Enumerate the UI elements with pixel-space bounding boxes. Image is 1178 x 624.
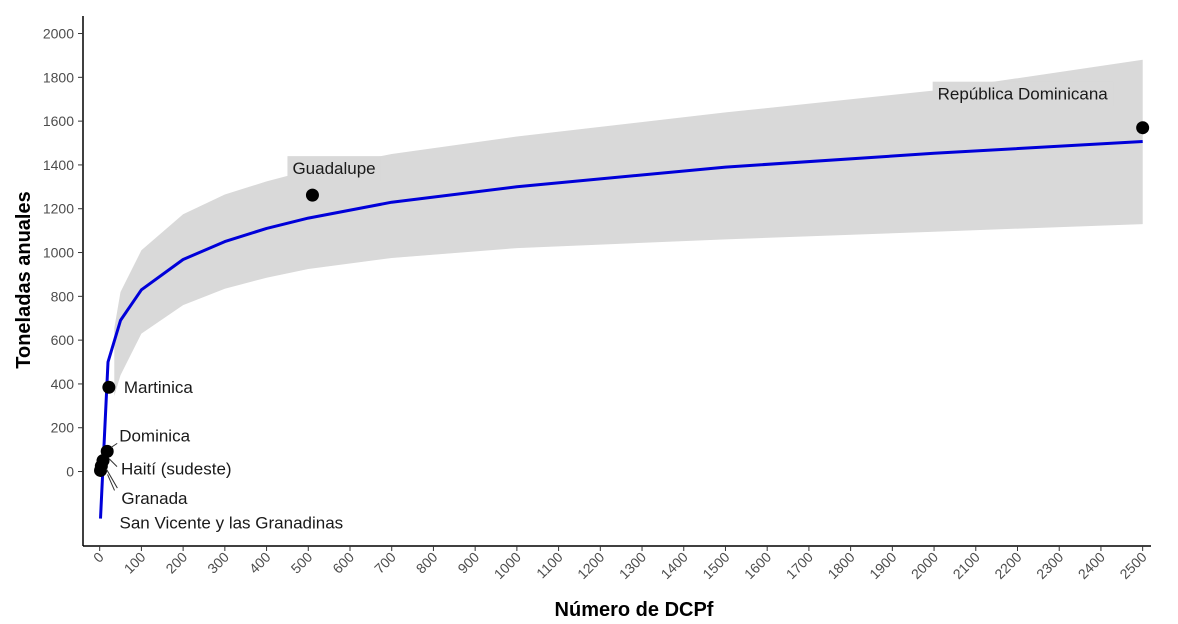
confidence-band-layer <box>114 59 1143 397</box>
y-tick-label: 600 <box>51 332 75 348</box>
y-tick-label: 200 <box>51 420 75 436</box>
fit-line <box>99 140 1143 519</box>
x-tick-label: 1300 <box>616 549 649 582</box>
y-tick-label: 1400 <box>43 157 74 173</box>
y-tick-label: 2000 <box>43 26 74 42</box>
point-label: Guadalupe <box>292 159 375 178</box>
data-points <box>94 121 1150 477</box>
x-tick-label: 400 <box>246 549 274 577</box>
point-label: República Dominicana <box>938 85 1109 104</box>
x-tick-label: 900 <box>454 549 482 577</box>
x-tick-label: 1600 <box>741 549 774 582</box>
x-tick-label: 1900 <box>866 549 899 582</box>
label-box <box>932 81 1114 107</box>
x-tick-label: 2400 <box>1075 549 1108 582</box>
point-label: Dominica <box>119 426 190 445</box>
y-tick-label: 1000 <box>43 245 74 261</box>
y-tick-label: 1800 <box>43 69 74 85</box>
data-point <box>100 444 114 458</box>
data-point <box>1136 121 1150 135</box>
y-tick-label: 1200 <box>43 201 74 217</box>
data-point <box>305 188 319 202</box>
x-tick-label: 1400 <box>658 549 691 582</box>
x-tick-label: 1200 <box>574 549 607 582</box>
y-tick-label: 1600 <box>43 113 74 129</box>
label-leader <box>110 442 118 448</box>
x-tick-label: 1100 <box>533 549 566 582</box>
confidence-band <box>114 59 1143 397</box>
y-tick-label: 800 <box>51 288 75 304</box>
y-tick-label: 0 <box>66 464 74 480</box>
label-leader <box>107 474 115 491</box>
fit-line-layer <box>99 140 1143 519</box>
label-leader <box>105 468 118 489</box>
x-tick-label: 2000 <box>908 549 941 582</box>
point-label: Granada <box>121 489 188 508</box>
y-axis-title: Toneladas anuales <box>13 191 35 368</box>
x-tick-label: 0 <box>90 549 107 566</box>
x-tick-label: 1800 <box>824 549 857 582</box>
x-tick-label: 100 <box>121 549 149 577</box>
y-tick-label: 400 <box>51 376 75 392</box>
x-tick-label: 1000 <box>491 549 524 582</box>
point-label: Haití (sudeste) <box>121 460 232 479</box>
x-tick-label: 2200 <box>991 549 1024 582</box>
x-tick-label: 700 <box>371 549 399 577</box>
x-tick-label: 1700 <box>783 549 816 582</box>
data-point <box>102 380 116 394</box>
point-label: Martinica <box>124 378 194 397</box>
x-tick-label: 300 <box>204 549 232 577</box>
label-leader <box>108 458 118 467</box>
x-tick-label: 2500 <box>1116 549 1149 582</box>
label-box <box>287 156 381 182</box>
x-tick-label: 800 <box>413 549 441 577</box>
x-axis-title: Número de DCPf <box>555 599 714 621</box>
point-label: San Vicente y las Granadinas <box>120 513 344 532</box>
x-tick-label: 1500 <box>699 549 732 582</box>
x-tick-label: 2100 <box>950 549 983 582</box>
point-labels: República Dominicana Guadalupe Martinica Do… <box>105 81 1114 532</box>
x-tick-label: 600 <box>329 549 357 577</box>
x-tick-label: 500 <box>288 549 316 577</box>
x-tick-label: 2300 <box>1033 549 1066 582</box>
x-tick-label: 200 <box>162 549 190 577</box>
